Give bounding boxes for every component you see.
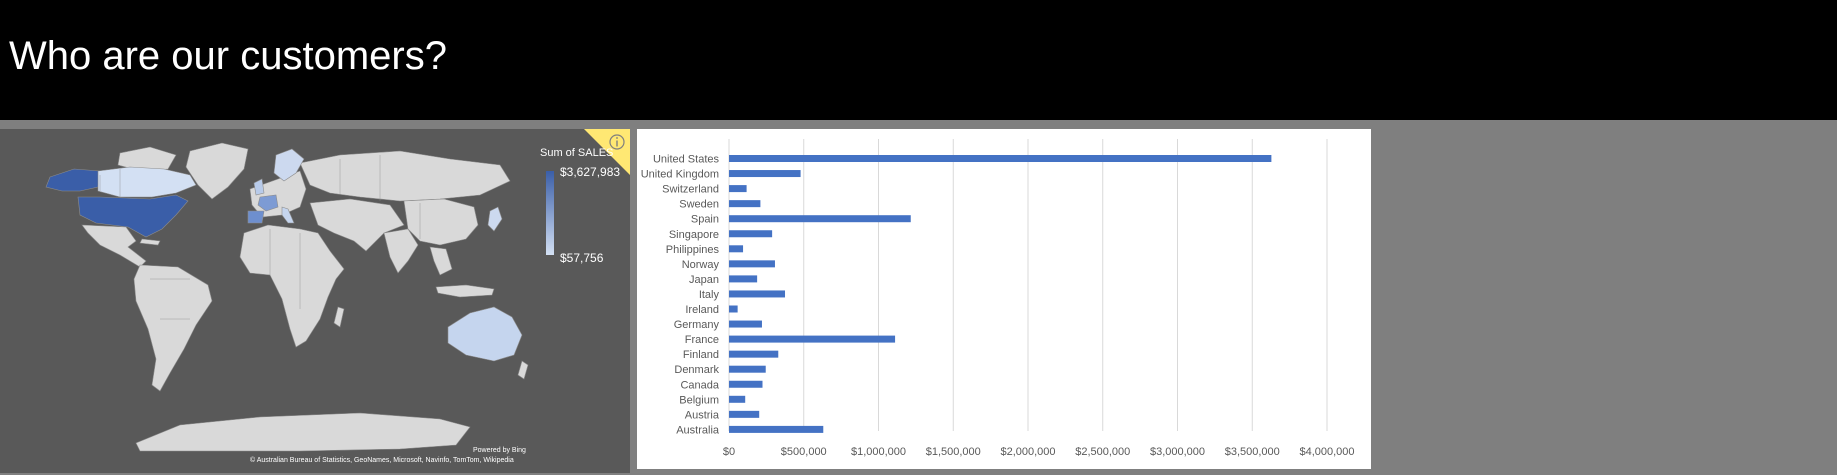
map-powered-by: Powered by Bing [473,447,526,454]
category-label: Austria [685,409,720,421]
bar[interactable] [729,170,801,178]
bar[interactable] [729,335,896,343]
x-tick-label: $0 [723,446,735,458]
bar[interactable] [729,260,775,268]
map-region-new-zealand [517,360,529,380]
bar[interactable] [729,350,779,358]
map-region-caribbean [139,238,161,246]
category-label: Norway [682,259,720,271]
map-region-scandinavia [273,148,305,182]
map-region-east-asia [403,198,479,246]
x-tick-label: $3,000,000 [1150,446,1205,458]
bar[interactable] [729,185,747,193]
category-label: Canada [680,379,719,391]
page-title: Who are our customers? [9,34,447,78]
map-region-india [383,228,419,274]
bar-chart-panel[interactable]: United States United Kingdom Switzerland Sw… [637,129,1371,469]
category-label: Australia [676,424,720,436]
category-label: Denmark [674,364,719,376]
map-region-south-america [133,264,213,392]
legend-title: Sum of SALES [540,147,614,159]
category-label: Philippines [666,244,720,256]
map-region-antarctica [135,412,471,452]
x-tick-label: $4,000,000 [1299,446,1354,458]
category-label: Finland [683,349,719,361]
map-attribution: © Australian Bureau of Statistics, GeoNa… [250,457,514,464]
map-region-arctic-islands [117,146,177,172]
category-label: United Kingdom [641,169,719,181]
map-region-indonesia [435,284,495,298]
x-tick-label: $500,000 [781,446,827,458]
x-tick-label: $2,500,000 [1075,446,1130,458]
map-region-madagascar [333,306,345,328]
bar[interactable] [729,215,911,223]
x-tick-label: $3,500,000 [1225,446,1280,458]
map-region-united-kingdom [253,178,265,196]
map-region-central-asia [309,198,405,252]
bar[interactable] [729,290,786,298]
map-region-canada [97,166,197,198]
x-tick-label: $1,500,000 [926,446,981,458]
bar[interactable] [729,410,760,418]
map-region-africa [239,224,345,348]
category-label: Japan [689,274,719,286]
map-region-spain [247,210,265,224]
category-label: Italy [699,289,720,301]
map-region-alaska [45,168,101,192]
bar[interactable] [729,305,738,313]
category-label: Spain [691,214,719,226]
bar[interactable] [729,230,773,238]
map-region-france [257,194,279,212]
bar[interactable] [729,425,824,433]
bar[interactable] [729,365,766,373]
bar[interactable] [729,320,762,328]
title-bar: Who are our customers? [0,0,1837,120]
x-tick-label: $2,000,000 [1000,446,1055,458]
x-tick-label: $1,000,000 [851,446,906,458]
map-region-central-america [81,224,147,268]
category-label: Ireland [685,304,719,316]
category-label: Singapore [669,229,719,241]
filled-map-chart[interactable]: Sum of SALES $3,627,983 $57,756 Powered … [0,129,630,473]
bar-chart: United States United Kingdom Switzerland Sw… [641,139,1355,458]
legend-color-scale [546,171,554,255]
map-region-united-states [77,194,189,238]
category-label: Germany [674,319,720,331]
bar[interactable] [729,395,746,403]
map-region-greenland [185,142,249,200]
map-region-japan [487,206,503,232]
category-label: Sweden [679,199,719,211]
map-region-north-asia [299,150,511,202]
legend-min-value: $57,756 [560,251,604,265]
category-label: France [685,334,719,346]
bar[interactable] [729,245,744,253]
map-region-southeast-asia [429,246,453,276]
bar[interactable] [729,275,758,283]
info-icon[interactable] [584,129,630,175]
legend-max-value: $3,627,983 [560,165,621,179]
bar[interactable] [729,200,761,208]
map-region-australia [447,306,523,362]
category-label: Belgium [679,394,719,406]
category-label: Switzerland [662,184,719,196]
category-label: United States [653,154,720,166]
bar[interactable] [729,155,1272,162]
world-map [45,142,529,452]
bar[interactable] [729,380,763,388]
map-region-italy [281,206,295,224]
